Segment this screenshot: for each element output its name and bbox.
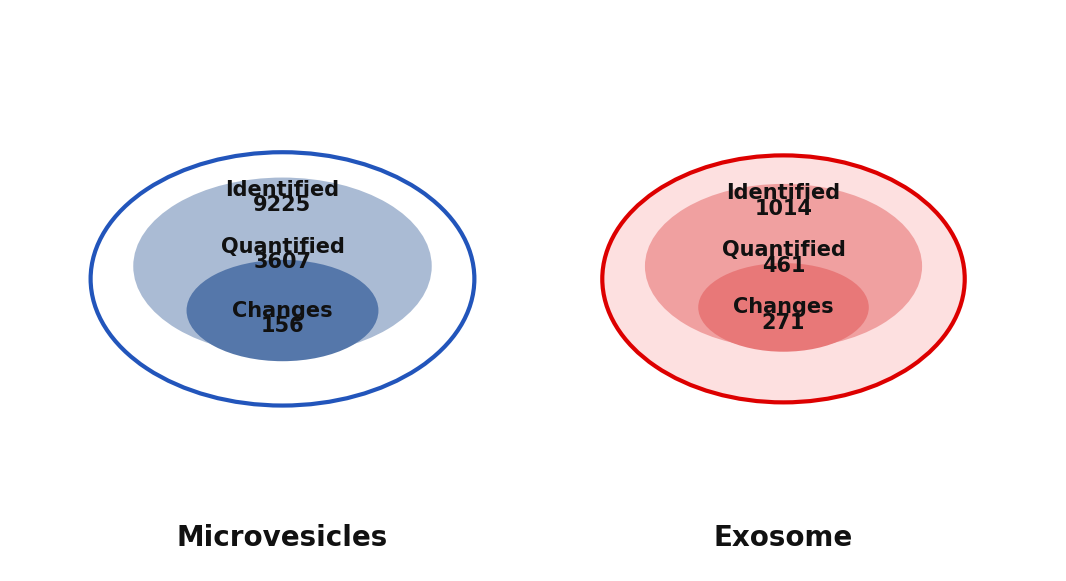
Ellipse shape <box>602 155 965 403</box>
Text: Exosome: Exosome <box>714 524 853 552</box>
Text: 3607: 3607 <box>254 252 311 272</box>
Text: 271: 271 <box>762 313 805 332</box>
Text: Changes: Changes <box>733 297 834 317</box>
Text: Identified: Identified <box>225 180 340 200</box>
Text: Identified: Identified <box>726 184 841 203</box>
Ellipse shape <box>187 260 378 361</box>
Ellipse shape <box>133 178 432 355</box>
Text: 156: 156 <box>261 315 304 336</box>
Text: 9225: 9225 <box>254 195 311 216</box>
Text: Quantified: Quantified <box>221 237 344 257</box>
Text: Microvesicles: Microvesicles <box>177 524 388 552</box>
Text: Quantified: Quantified <box>722 241 845 260</box>
Ellipse shape <box>698 263 869 352</box>
Text: 461: 461 <box>762 256 805 275</box>
Text: Changes: Changes <box>232 300 333 321</box>
Text: 1014: 1014 <box>755 199 812 218</box>
Ellipse shape <box>91 152 474 406</box>
Ellipse shape <box>645 184 922 349</box>
